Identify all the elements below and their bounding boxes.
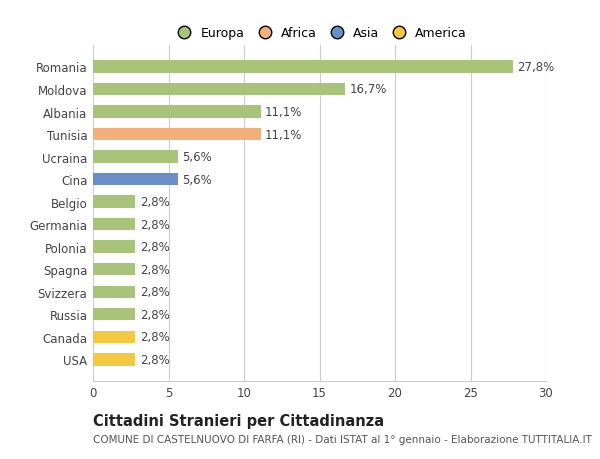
Text: 16,7%: 16,7% bbox=[350, 83, 387, 96]
Text: 2,8%: 2,8% bbox=[140, 285, 170, 299]
Bar bbox=[93, 241, 135, 253]
Bar bbox=[93, 353, 135, 366]
Text: 2,8%: 2,8% bbox=[140, 196, 170, 209]
Bar bbox=[93, 218, 135, 231]
Bar bbox=[93, 61, 513, 73]
Text: 2,8%: 2,8% bbox=[140, 218, 170, 231]
Text: COMUNE DI CASTELNUOVO DI FARFA (RI) - Dati ISTAT al 1° gennaio - Elaborazione TU: COMUNE DI CASTELNUOVO DI FARFA (RI) - Da… bbox=[93, 434, 592, 444]
Text: 11,1%: 11,1% bbox=[265, 128, 302, 141]
Text: Cittadini Stranieri per Cittadinanza: Cittadini Stranieri per Cittadinanza bbox=[93, 413, 384, 428]
Bar bbox=[93, 331, 135, 343]
Text: 2,8%: 2,8% bbox=[140, 330, 170, 344]
Text: 11,1%: 11,1% bbox=[265, 106, 302, 119]
Text: 2,8%: 2,8% bbox=[140, 353, 170, 366]
Text: 2,8%: 2,8% bbox=[140, 263, 170, 276]
Bar bbox=[93, 286, 135, 298]
Bar bbox=[93, 308, 135, 321]
Bar bbox=[93, 263, 135, 276]
Legend: Europa, Africa, Asia, America: Europa, Africa, Asia, America bbox=[167, 22, 472, 45]
Bar bbox=[93, 196, 135, 208]
Text: 2,8%: 2,8% bbox=[140, 241, 170, 254]
Bar bbox=[93, 106, 260, 118]
Bar bbox=[93, 174, 178, 186]
Bar bbox=[93, 84, 345, 96]
Text: 27,8%: 27,8% bbox=[517, 61, 554, 74]
Text: 2,8%: 2,8% bbox=[140, 308, 170, 321]
Bar bbox=[93, 151, 178, 163]
Text: 5,6%: 5,6% bbox=[182, 173, 212, 186]
Bar bbox=[93, 129, 260, 141]
Text: 5,6%: 5,6% bbox=[182, 151, 212, 164]
